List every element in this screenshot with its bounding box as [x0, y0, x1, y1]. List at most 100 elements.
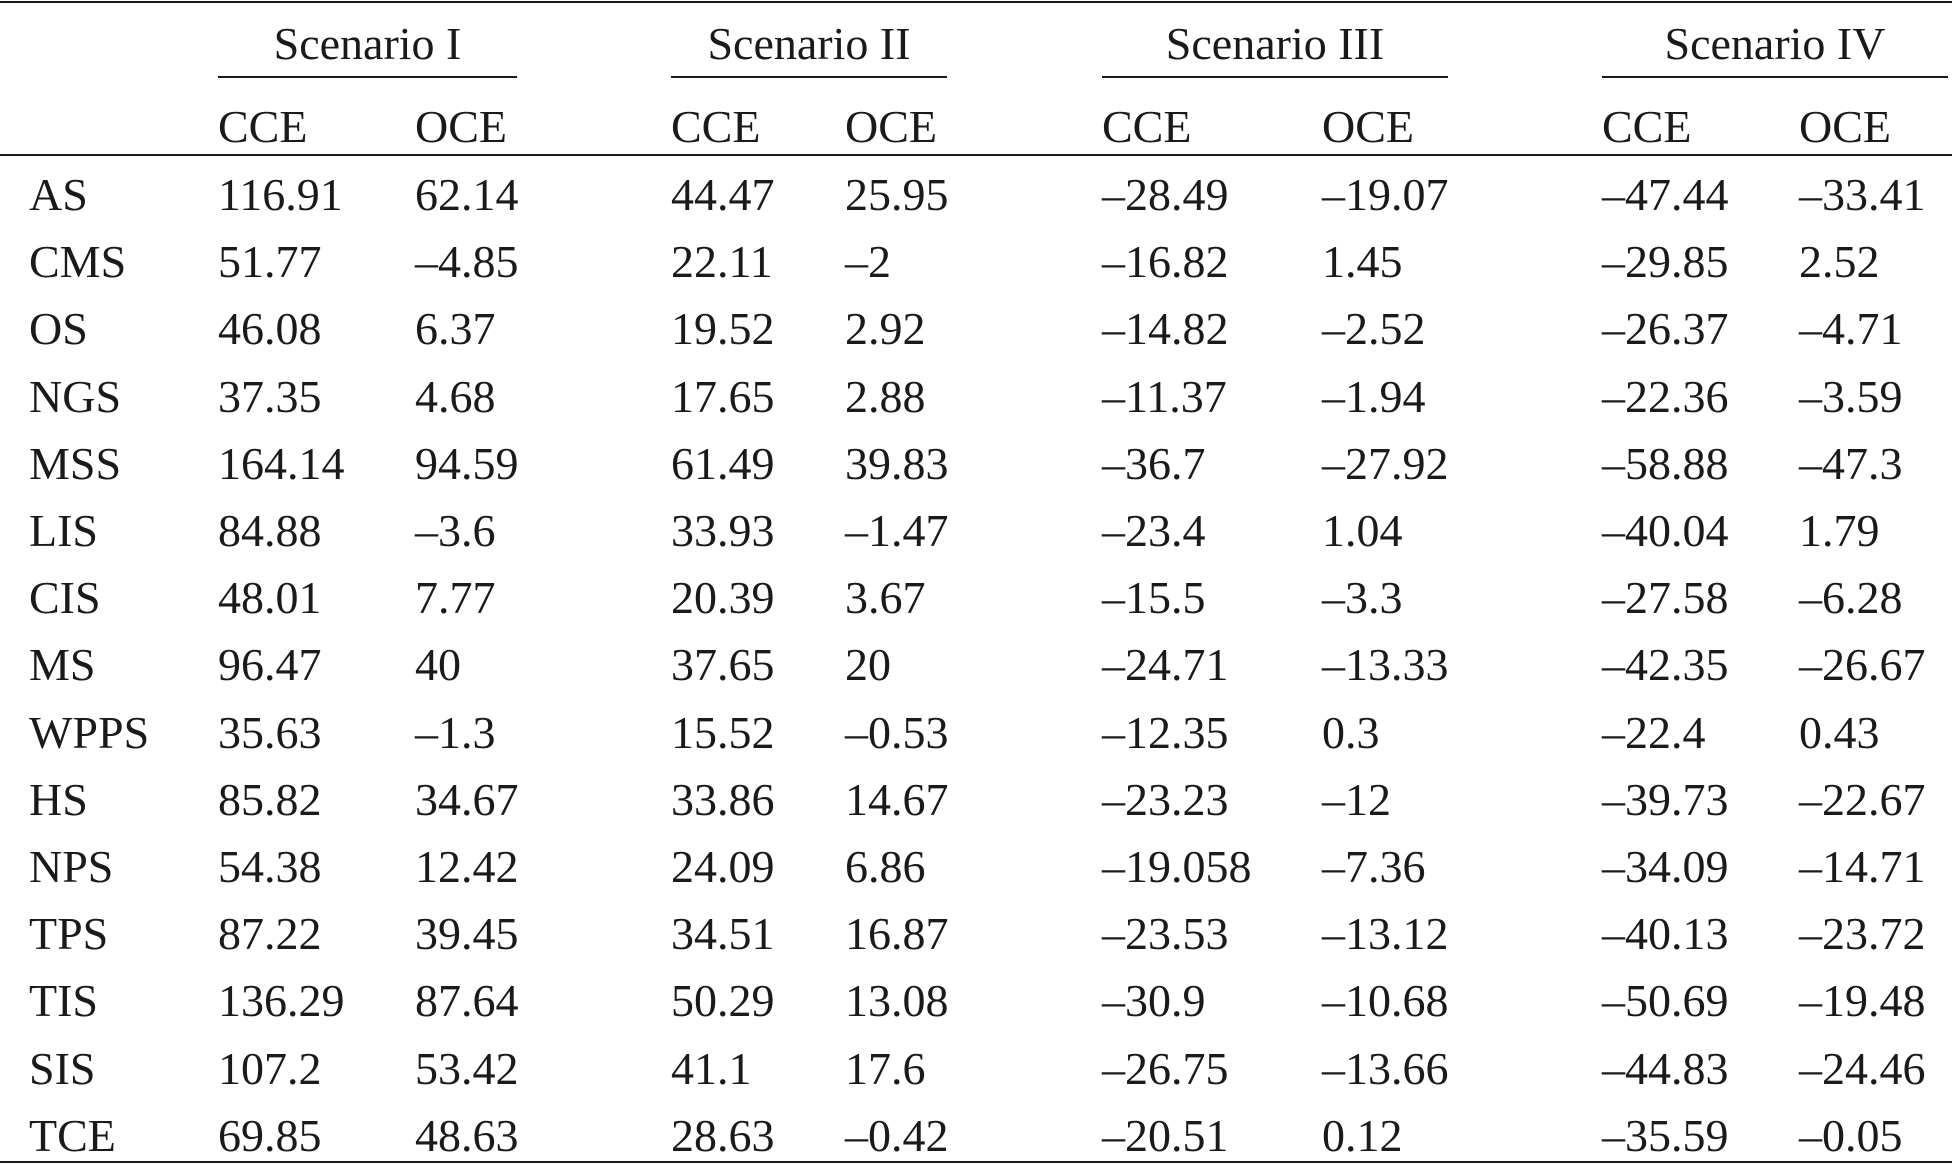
row-label: WPPS [29, 706, 150, 758]
group-header: Scenario II [707, 18, 911, 69]
table-cell: –23.4 [1102, 505, 1206, 556]
table-cell: –58.88 [1602, 437, 1729, 489]
table-cell: –3.59 [1799, 370, 1903, 422]
table-cell: –26.75 [1102, 1042, 1229, 1094]
group-header: Scenario I [273, 18, 462, 69]
column-header: CCE [671, 101, 761, 152]
table-cell: –24.46 [1799, 1042, 1926, 1094]
table-cell: –0.53 [845, 706, 949, 758]
table-cell: –13.12 [1322, 908, 1449, 960]
table-cell: –26.67 [1799, 639, 1926, 691]
table-cell: 3.67 [845, 572, 926, 624]
table-cell: 20.39 [671, 572, 775, 624]
table-cell: 15.52 [671, 706, 775, 758]
table-cell: 69.85 [218, 1109, 322, 1161]
table-cell: –14.71 [1799, 841, 1926, 892]
table-cell: –4.85 [415, 236, 519, 288]
table-cell: –1.3 [415, 706, 496, 758]
table-cell: –34.09 [1602, 841, 1729, 892]
table-cell: –15.5 [1102, 572, 1206, 624]
table-cell: –19.48 [1799, 975, 1926, 1027]
table-cell: 85.82 [218, 773, 322, 825]
table-cell: –20.51 [1102, 1109, 1229, 1161]
table-cell: 2.92 [845, 303, 926, 355]
table-cell: 1.79 [1799, 505, 1880, 556]
column-header: OCE [415, 101, 507, 152]
table-cell: –42.35 [1602, 639, 1729, 691]
table-cell: 44.47 [671, 169, 775, 220]
row-label: HS [29, 773, 88, 825]
table-cell: –3.3 [1322, 572, 1403, 624]
table-cell: –30.9 [1102, 975, 1206, 1027]
table-cell: 136.29 [218, 975, 345, 1027]
table-cell: –40.04 [1602, 505, 1729, 556]
table-cell: 39.45 [415, 908, 519, 960]
row-label: NPS [29, 841, 114, 892]
table-cell: –28.49 [1102, 169, 1229, 220]
table-cell: –33.41 [1799, 169, 1926, 220]
table-cell: –22.67 [1799, 773, 1926, 825]
table-cell: 0.43 [1799, 706, 1880, 758]
row-label: SIS [29, 1042, 96, 1094]
table-cell: –1.47 [845, 505, 949, 556]
group-header: Scenario III [1165, 18, 1385, 69]
table-cell: 22.11 [671, 236, 773, 288]
group-underline [1102, 76, 1448, 78]
table-cell: –4.71 [1799, 303, 1903, 355]
table-cell: –23.23 [1102, 773, 1229, 825]
table-cell: –27.92 [1322, 437, 1449, 489]
table-cell: 96.47 [218, 639, 322, 691]
table-cell: 84.88 [218, 505, 322, 556]
row-label: CMS [29, 236, 127, 288]
table-cell: –10.68 [1322, 975, 1449, 1027]
table-cell: 39.83 [845, 437, 949, 489]
column-header: CCE [1602, 101, 1692, 152]
table-cell: –50.69 [1602, 975, 1729, 1027]
table-cell: 164.14 [218, 437, 345, 489]
table-cell: 14.67 [845, 773, 949, 825]
table-cell: –12 [1322, 773, 1391, 825]
table-cell: 37.65 [671, 639, 775, 691]
row-label: TPS [29, 908, 109, 960]
column-header: CCE [1102, 101, 1192, 152]
row-label: MS [29, 639, 96, 691]
table-cell: 87.22 [218, 908, 322, 960]
top-rule [0, 1, 1952, 3]
table-cell: –22.4 [1602, 706, 1706, 758]
table-cell: –24.71 [1102, 639, 1229, 691]
table-cell: –19.058 [1102, 841, 1252, 892]
table-cell: –2 [845, 236, 891, 288]
table-cell: –1.94 [1322, 370, 1426, 422]
table-cell: 107.2 [218, 1042, 322, 1094]
table-cell: –23.72 [1799, 908, 1926, 960]
table-cell: –29.85 [1602, 236, 1729, 288]
table-cell: –39.73 [1602, 773, 1729, 825]
table-cell: –36.7 [1102, 437, 1206, 489]
table-cell: 19.52 [671, 303, 775, 355]
table-cell: –47.3 [1799, 437, 1903, 489]
table-cell: –19.07 [1322, 169, 1449, 220]
table-cell: 37.35 [218, 370, 322, 422]
table-cell: 1.45 [1322, 236, 1403, 288]
table-cell: 24.09 [671, 841, 775, 892]
table-cell: –3.6 [415, 505, 496, 556]
column-header: OCE [1322, 101, 1414, 152]
table-cell: –12.35 [1102, 706, 1229, 758]
table-cell: 13.08 [845, 975, 949, 1027]
table-cell: 116.91 [218, 169, 343, 220]
table-cell: 6.86 [845, 841, 926, 892]
table-cell: –0.05 [1799, 1109, 1903, 1161]
table-cell: –0.42 [845, 1109, 949, 1161]
table-cell: 17.65 [671, 370, 775, 422]
table-cell: 17.6 [845, 1042, 926, 1094]
table-cell: 6.37 [415, 303, 496, 355]
table-cell: 54.38 [218, 841, 322, 892]
table-cell: 51.77 [218, 236, 322, 288]
table-cell: –27.58 [1602, 572, 1729, 624]
table-cell: 12.42 [415, 841, 519, 892]
table-cell: 34.51 [671, 908, 775, 960]
table-cell: 94.59 [415, 437, 519, 489]
table-cell: 20 [845, 639, 891, 691]
table-cell: –35.59 [1602, 1109, 1729, 1161]
table-cell: 35.63 [218, 706, 322, 758]
